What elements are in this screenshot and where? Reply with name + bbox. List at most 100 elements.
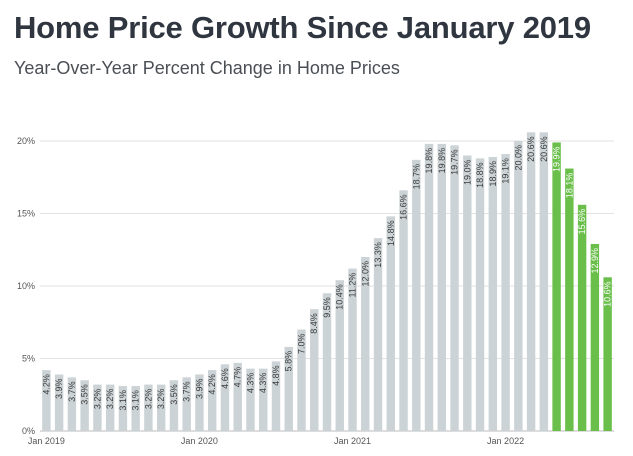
bar-label: 18.8% — [475, 162, 485, 188]
bar — [169, 380, 179, 431]
bar — [297, 329, 306, 431]
bar — [539, 132, 549, 432]
bar-label: 19.0% — [462, 160, 472, 186]
bar — [195, 374, 204, 431]
bar-label: 4.2% — [207, 374, 217, 395]
bar — [424, 143, 434, 431]
bar — [80, 380, 89, 431]
bar — [131, 386, 140, 431]
bar-label: 18.1% — [564, 173, 574, 199]
chart-title: Home Price Growth Since January 2019 — [14, 10, 591, 45]
bar-label: 16.6% — [399, 194, 409, 220]
bar — [259, 368, 268, 431]
bar-label: 3.1% — [118, 390, 128, 411]
bar-label: 19.1% — [501, 158, 511, 184]
bar-label: 19.7% — [450, 149, 460, 175]
bar-label: 19.8% — [424, 148, 434, 174]
bar-label: 18.7% — [411, 164, 421, 190]
bar-label: 3.2% — [143, 389, 153, 410]
bar-label: 18.9% — [488, 161, 498, 187]
bar-label: 3.9% — [54, 378, 64, 399]
bar — [348, 268, 357, 431]
y-tick-label: 10% — [17, 281, 35, 291]
bar — [322, 293, 332, 431]
bar-label: 3.5% — [169, 384, 179, 405]
bar — [437, 143, 447, 431]
bar-label: 3.2% — [92, 389, 102, 410]
x-tick-label: Jan 2022 — [487, 436, 524, 446]
bar-label: 12.0% — [360, 261, 370, 287]
bar-label: 12.9% — [590, 248, 600, 274]
y-tick-label: 20% — [17, 136, 35, 146]
bar-label: 3.7% — [182, 381, 192, 402]
chart-subtitle: Year-Over-Year Percent Change in Home Pr… — [14, 58, 400, 78]
bar — [475, 158, 485, 431]
bar — [271, 361, 281, 431]
bar — [603, 277, 612, 431]
bar-label: 4.3% — [245, 373, 255, 394]
bar — [246, 368, 255, 431]
bar — [207, 370, 217, 431]
bar — [118, 386, 128, 431]
bar-label: 4.2% — [41, 374, 51, 395]
bar — [450, 145, 459, 431]
bar-labels: 4.2% 3.9% 3.7% 3.5% 3.2% 3.2% 3.1% 3.1% 3.2% 3.2%… — [41, 136, 612, 410]
bar-label: 4.7% — [233, 367, 243, 388]
bar — [577, 204, 587, 431]
bar — [144, 384, 153, 431]
bar — [463, 155, 472, 431]
bar-label: 5.8% — [284, 351, 294, 372]
x-tick-label: Jan 2020 — [181, 436, 218, 446]
bar — [156, 384, 166, 431]
bar-label: 20.0% — [513, 145, 523, 171]
bar-label: 3.7% — [67, 381, 77, 402]
bar-label: 3.9% — [194, 378, 204, 399]
y-tick-label: 5% — [22, 354, 35, 364]
bar-label: 3.1% — [131, 390, 141, 411]
bar — [93, 384, 102, 431]
bar — [514, 141, 523, 431]
bar — [565, 168, 574, 432]
bar-label: 4.3% — [258, 373, 268, 394]
bar — [42, 370, 51, 431]
bar — [310, 309, 319, 431]
bar-label: 7.0% — [296, 334, 306, 355]
bar — [412, 159, 421, 431]
bar-label: 3.2% — [105, 389, 115, 410]
bar — [361, 257, 370, 431]
bar-label: 10.4% — [335, 284, 345, 310]
bar — [590, 243, 600, 431]
bar — [105, 384, 115, 431]
bar-label: 20.6% — [539, 136, 549, 162]
bar-label: 19.9% — [552, 146, 562, 172]
bar-label: 14.8% — [386, 220, 396, 246]
bar-label: 10.6% — [603, 281, 613, 307]
bar — [552, 142, 561, 431]
x-tick-label: Jan 2019 — [28, 436, 65, 446]
bar-label: 8.4% — [309, 313, 319, 334]
bar-label: 11.2% — [348, 273, 358, 298]
bar — [526, 132, 536, 432]
bar-label: 3.5% — [80, 384, 90, 405]
bars — [42, 132, 612, 432]
bar — [284, 346, 293, 431]
bar — [220, 364, 230, 431]
bar — [54, 374, 64, 431]
bar-label: 4.6% — [220, 368, 230, 389]
bar — [335, 280, 344, 431]
y-tick-label: 15% — [17, 209, 35, 219]
bar-label: 20.6% — [526, 136, 536, 162]
y-axis: 0% 5% 10% 15% 20% — [17, 136, 35, 436]
x-tick-label: Jan 2021 — [334, 436, 371, 446]
bar-label: 15.6% — [577, 209, 587, 235]
bar-label: 19.8% — [437, 148, 447, 174]
bar — [373, 238, 383, 431]
bar — [501, 154, 510, 432]
y-tick-label: 0% — [22, 426, 35, 436]
bar — [488, 156, 498, 431]
bar — [233, 362, 242, 431]
bar — [182, 377, 191, 431]
bar-label: 4.8% — [271, 365, 281, 386]
bar — [67, 377, 77, 431]
